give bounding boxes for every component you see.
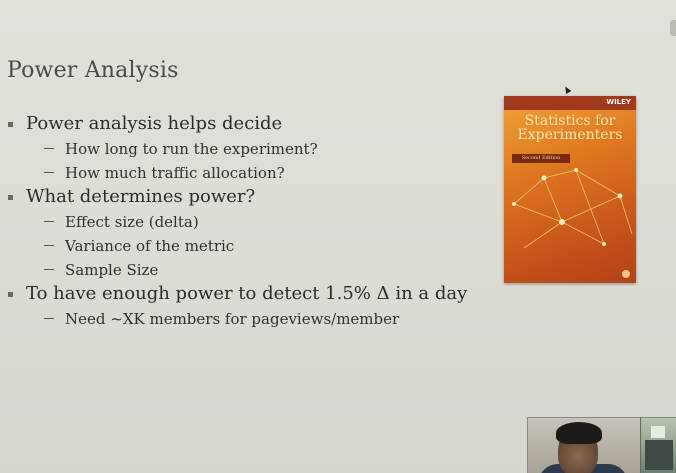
bullet-text: Power analysis helps decide — [26, 113, 283, 134]
dash-bullet-icon — [44, 148, 54, 149]
bullet-item-2: What determines power? — [8, 185, 478, 209]
webcam-video-secondary[interactable] — [640, 417, 676, 473]
book-title: Statistics for Experimenters — [504, 114, 636, 142]
network-graphic — [512, 168, 633, 249]
presenter-hair — [556, 422, 602, 444]
window-edge-handle[interactable] — [670, 20, 676, 36]
webcam-video-presenter[interactable] — [527, 417, 640, 473]
sub-bullet-item: Need ~XK members for pageviews/member — [8, 307, 478, 331]
bullet-item-3: To have enough power to detect 1.5% Δ in… — [8, 282, 478, 306]
dash-bullet-icon — [44, 172, 54, 173]
book-title-line-2: Experimenters — [517, 127, 623, 143]
sub-bullet-item: Variance of the metric — [8, 234, 478, 258]
sub-bullet-text: How much traffic allocation? — [65, 164, 285, 182]
book-top-strip — [504, 96, 636, 110]
publisher-logo: WILEY — [606, 98, 631, 106]
sub-bullet-item: How long to run the experiment? — [8, 137, 478, 161]
sub-bullet-text: Need ~XK members for pageviews/member — [65, 310, 400, 328]
book-title-line-1: Statistics for — [524, 113, 616, 129]
sub-bullet-item: Effect size (delta) — [8, 210, 478, 234]
bullet-text: To have enough power to detect 1.5% Δ in… — [26, 283, 468, 304]
dash-bullet-icon — [44, 221, 54, 222]
book-edition: Second Edition — [512, 154, 570, 163]
sub-bullet-text: Sample Size — [65, 261, 159, 279]
sub-bullet-item: How much traffic allocation? — [8, 161, 478, 185]
square-bullet-icon — [8, 122, 13, 127]
bullet-text: What determines power? — [26, 186, 256, 207]
dash-bullet-icon — [44, 318, 54, 319]
secondary-feed-shape — [645, 440, 673, 470]
secondary-feed-highlight — [651, 426, 665, 438]
square-bullet-icon — [8, 292, 13, 297]
dash-bullet-icon — [44, 245, 54, 246]
sub-bullet-item: Sample Size — [8, 258, 478, 282]
sub-bullet-text: Effect size (delta) — [65, 213, 199, 231]
slide-title: Power Analysis — [7, 58, 179, 83]
bullet-list: Power analysis helps decide How long to … — [8, 112, 478, 331]
sub-bullet-text: Variance of the metric — [65, 237, 235, 255]
mouse-cursor-icon — [562, 84, 572, 95]
dash-bullet-icon — [44, 269, 54, 270]
sub-bullet-text: How long to run the experiment? — [65, 140, 318, 158]
publisher-emblem-icon — [622, 270, 630, 278]
book-cover-image: WILEY Statistics for Experimenters Secon… — [504, 96, 636, 283]
bullet-item-1: Power analysis helps decide — [8, 112, 478, 136]
square-bullet-icon — [8, 195, 13, 200]
